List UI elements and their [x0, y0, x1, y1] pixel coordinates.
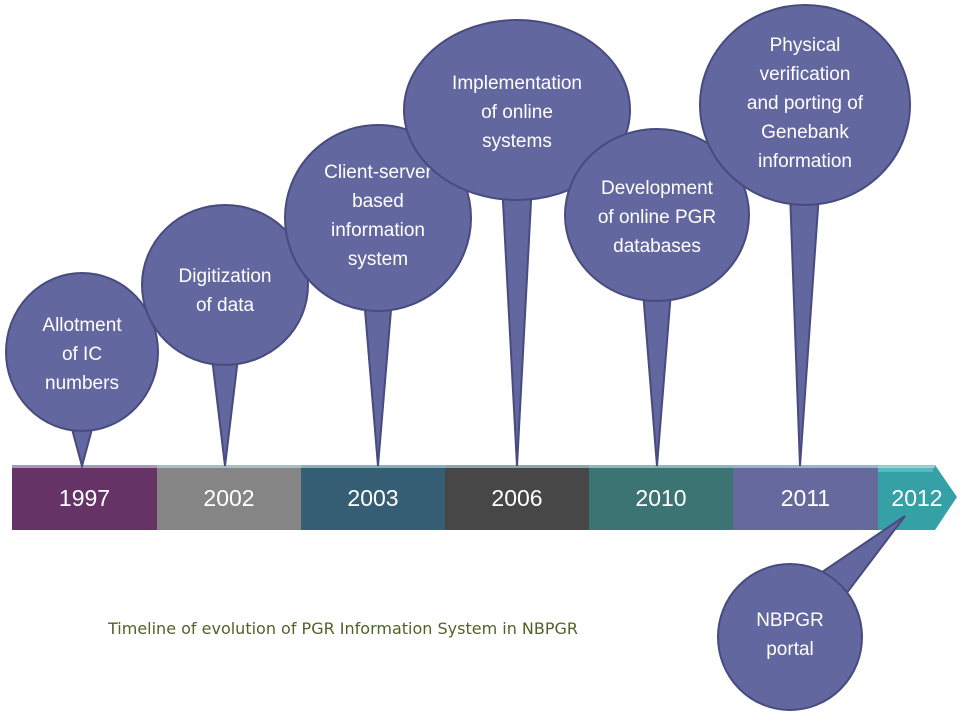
segment-fill [589, 465, 733, 530]
bubble-inner [286, 126, 470, 310]
year-label: 2006 [491, 485, 542, 511]
year-label: 2002 [203, 485, 254, 511]
bubble-pointer [499, 163, 535, 467]
event-bubble-2012: NBPGR portal [717, 515, 906, 711]
bubble-text-line: based [352, 191, 404, 212]
event-bubble-2010: Development of online PGR databases [564, 128, 750, 467]
segment-fill [157, 465, 301, 530]
bubble-text-line: portal [766, 639, 814, 660]
bubble-inner [143, 206, 307, 364]
bubble-text-line: Client-server [324, 162, 432, 183]
bubble-text-line: Development [601, 178, 714, 199]
bubble-text-line: Physical [770, 35, 841, 56]
timeline-segment-1997: 1997 [12, 465, 157, 530]
timeline-bar: 1997 2002 2003 2006 2010 2011 2012 [12, 465, 957, 530]
bubble-inner [566, 130, 748, 300]
year-label: 2012 [891, 485, 942, 511]
bubble-inner [719, 565, 861, 709]
bubble-text-line: of online PGR [598, 207, 716, 228]
segment-fill [12, 465, 157, 530]
event-bubble-2003: Client-server based information system [284, 124, 472, 467]
bubble-text-line: information [758, 151, 852, 172]
timeline-segment-2002: 2002 [157, 465, 301, 530]
bubble-inner [701, 6, 909, 204]
segment-fill [445, 465, 589, 530]
timeline-segment-2010: 2010 [589, 465, 733, 530]
bubble-text-line: Genebank [761, 122, 849, 143]
year-label: 2003 [347, 485, 398, 511]
year-label: 2011 [781, 485, 830, 511]
arrow-head [878, 465, 957, 530]
bubble-inner [7, 274, 157, 430]
segment-fill [733, 465, 878, 530]
bubble-text-line: verification [760, 64, 851, 85]
timeline-segment-2011: 2011 [733, 465, 878, 530]
arrow-highlight [878, 466, 933, 472]
bubble-text-line: systems [482, 131, 552, 152]
bubble-text-line: of data [196, 295, 255, 316]
year-label: 2010 [635, 485, 686, 511]
bubble-text-line: system [348, 249, 408, 270]
bubble-text-line: numbers [45, 373, 119, 394]
event-bubbles: Allotment of IC numbers Digitization of data… [5, 4, 911, 711]
bubble-inner [405, 21, 629, 199]
segment-fill [301, 465, 445, 530]
diagram-caption: Timeline of evolution of PGR Information… [107, 619, 578, 638]
event-bubble-1997: Allotment of IC numbers [5, 272, 159, 470]
event-bubble-2006: Implementation of online systems [403, 19, 631, 467]
bubble-text-line: Digitization [179, 266, 272, 287]
event-bubble-2011: Physical verification and porting of Geneba… [699, 4, 911, 467]
bubble-text-line: of online [481, 102, 553, 123]
bubble-text-line: NBPGR [756, 610, 824, 631]
bubble-text-line: of IC [62, 344, 102, 365]
bubble-text-line: information [331, 220, 425, 241]
bubble-text-line: databases [613, 236, 701, 257]
year-label: 1997 [59, 485, 110, 511]
bubble-text-line: Implementation [452, 73, 582, 94]
timeline-segment-2003: 2003 [301, 465, 445, 530]
timeline-segment-2006: 2006 [445, 465, 589, 530]
timeline-segment-2012: 2012 [878, 465, 957, 530]
bubble-pointer [787, 164, 823, 467]
bubble-text-line: and porting of [747, 93, 864, 114]
bar-top-highlight [12, 465, 935, 468]
bubble-text-line: Allotment [42, 315, 122, 336]
event-bubble-2002: Digitization of data [141, 204, 309, 467]
